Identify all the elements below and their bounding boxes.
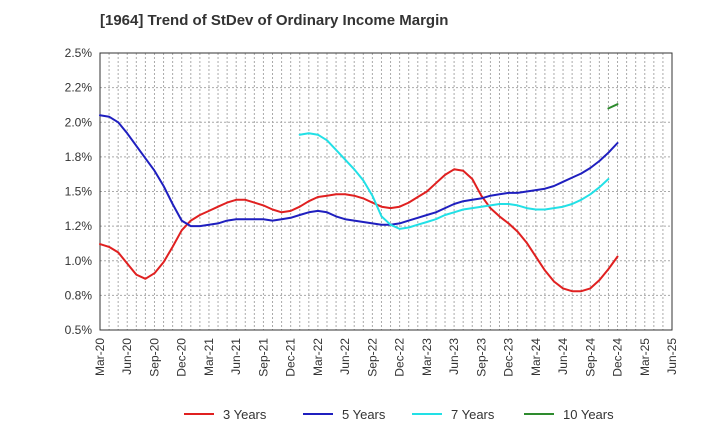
x-tick-label: Mar-21 xyxy=(202,338,216,376)
y-tick-label: 1.2% xyxy=(65,219,93,233)
grid-layer xyxy=(100,53,672,330)
x-tick-label: Mar-20 xyxy=(93,338,107,376)
x-tick-label: Jun-20 xyxy=(120,338,134,375)
series-line-10-years xyxy=(607,103,619,110)
legend-label-3-years: 3 Years xyxy=(223,407,267,422)
x-tick-label: Jun-23 xyxy=(447,338,461,375)
x-tick-label: Mar-24 xyxy=(529,338,543,376)
chart-title: [1964] Trend of StDev of Ordinary Income… xyxy=(100,12,449,29)
x-tick-label: Jun-25 xyxy=(665,338,679,375)
x-tick-label: Sep-21 xyxy=(256,338,270,377)
y-tick-label: 1.5% xyxy=(65,185,93,199)
y-tick-label: 0.5% xyxy=(65,323,93,337)
x-tick-label: Mar-25 xyxy=(638,338,652,376)
x-tick-label: Mar-22 xyxy=(311,338,325,376)
plot-area-frame xyxy=(99,52,673,331)
x-tick-label: Mar-23 xyxy=(420,338,434,376)
x-tick-label: Jun-24 xyxy=(556,338,570,375)
legend-label-5-years: 5 Years xyxy=(342,407,386,422)
axis-layer: 0.5% 0.8% 1.0% 1.2% 1.5% 1.8% 2.0% 2.2% 2.5% Mar-… xyxy=(65,46,679,377)
y-tick-label: 2.2% xyxy=(65,81,93,95)
x-tick-label: Dec-21 xyxy=(284,338,298,377)
series-line-3-years xyxy=(99,168,619,293)
x-tick-label: Dec-23 xyxy=(502,338,516,377)
x-tick-label: Dec-24 xyxy=(611,338,625,377)
y-tick-label: 2.5% xyxy=(65,46,93,60)
legend-label-10-years: 10 Years xyxy=(563,407,614,422)
x-tick-label: Jun-22 xyxy=(338,338,352,375)
x-tick-label: Sep-24 xyxy=(583,338,597,377)
x-tick-label: Dec-22 xyxy=(393,338,407,377)
series-layer xyxy=(99,103,619,293)
x-tick-label: Sep-20 xyxy=(147,338,161,377)
legend: 3 Years 5 Years 7 Years 10 Years xyxy=(184,407,614,422)
series-line-5-years xyxy=(99,114,619,228)
x-tick-label: Dec-20 xyxy=(175,338,189,377)
y-tick-label: 1.8% xyxy=(65,150,93,164)
x-tick-label: Sep-22 xyxy=(365,338,379,377)
legend-label-7-years: 7 Years xyxy=(451,407,495,422)
y-tick-label: 1.0% xyxy=(65,254,93,268)
x-tick-label: Sep-23 xyxy=(474,338,488,377)
x-tick-label: Jun-21 xyxy=(229,338,243,375)
y-tick-label: 2.0% xyxy=(65,115,93,129)
y-tick-label: 0.8% xyxy=(65,288,93,302)
series-line-7-years xyxy=(298,132,610,230)
